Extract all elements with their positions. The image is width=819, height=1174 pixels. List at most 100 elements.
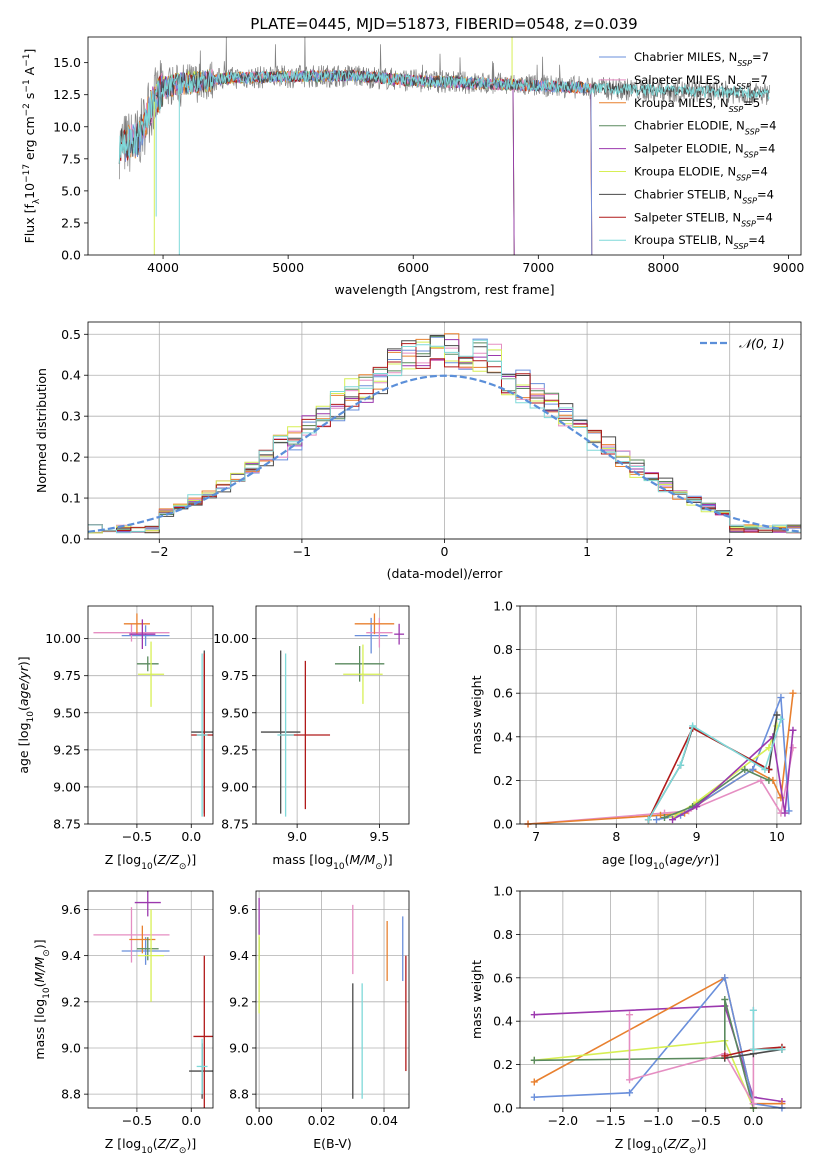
errorbar-point bbox=[134, 891, 161, 917]
y-tick-label: 0.4 bbox=[493, 729, 513, 744]
x-tick-label: 8 bbox=[612, 829, 620, 844]
label-part: A bbox=[22, 66, 37, 79]
errorbar-point bbox=[121, 937, 170, 965]
legend-n: 4 bbox=[765, 210, 772, 224]
mass_vs_ebv-axes: 0.00 0.02 0.04 8.8 9.0 9.2 9.4 9.6 bbox=[229, 891, 409, 1128]
age_vs_Z-frame bbox=[87, 605, 214, 825]
y-tick-label: 0.4 bbox=[61, 368, 81, 383]
y-axis-label: age [log10(age/yr)] bbox=[16, 656, 36, 773]
legend-sep: , N bbox=[718, 233, 734, 247]
y-tick-label: 0.0 bbox=[61, 248, 81, 263]
label-part: ( bbox=[663, 1136, 668, 1151]
weight-marker bbox=[693, 803, 701, 811]
legend-sub: SSP bbox=[744, 150, 759, 159]
mass_weight_vs_age-lines bbox=[524, 689, 797, 828]
x-tick-label: 8000 bbox=[647, 260, 679, 275]
weight-marker bbox=[657, 811, 664, 819]
errorbar-point bbox=[93, 907, 170, 963]
y-tick-label: 2.5 bbox=[61, 215, 81, 230]
age_vs_Z-points bbox=[93, 613, 213, 817]
y-tick-label: 0.4 bbox=[493, 1014, 513, 1029]
x-tick-label: 4000 bbox=[147, 260, 179, 275]
histograms bbox=[88, 333, 801, 534]
x-tick-label: 9.0 bbox=[287, 829, 307, 844]
label-part: ⊙ bbox=[689, 1146, 697, 1156]
weight-marker bbox=[761, 766, 769, 773]
errorbar-point bbox=[334, 646, 385, 682]
legend-n: 5 bbox=[753, 96, 760, 110]
y-tick-label: 1.0 bbox=[493, 599, 513, 614]
weight-marker bbox=[749, 1100, 757, 1108]
label-part: ( bbox=[16, 706, 31, 711]
weight-line bbox=[647, 726, 770, 820]
y-tick-label: 9.4 bbox=[229, 948, 249, 963]
label-part: ( bbox=[664, 852, 669, 867]
x-tick-label: 10 bbox=[769, 829, 785, 844]
x-tick-label: −1.5 bbox=[595, 1113, 625, 1128]
errorbar-point bbox=[354, 613, 395, 635]
errorbar-point bbox=[260, 650, 301, 814]
label-part: )] bbox=[32, 939, 47, 949]
x-tick-label: 2 bbox=[726, 544, 734, 559]
x-tick-label: 9 bbox=[693, 829, 701, 844]
x-axis-label: Z [log10(Z/Z⊙)] bbox=[105, 852, 196, 872]
y-tick-label: 8.75 bbox=[221, 817, 249, 832]
legend-n: 4 bbox=[769, 119, 776, 133]
weight-marker bbox=[781, 809, 789, 817]
weight-marker bbox=[778, 1045, 786, 1053]
label-part: ⊙ bbox=[179, 862, 187, 872]
weight-marker bbox=[721, 1052, 729, 1060]
y-tick-label: 0.2 bbox=[493, 1057, 513, 1072]
legend-eq: = bbox=[751, 165, 761, 179]
x-tick-label: 1 bbox=[583, 544, 591, 559]
errorbar-point bbox=[129, 619, 156, 650]
y-axis-label: mass weight bbox=[469, 960, 484, 1039]
weight-marker bbox=[773, 711, 781, 719]
normal-curve bbox=[88, 374, 801, 533]
label-part: ⊙ bbox=[42, 949, 52, 957]
y-tick-label: 0.2 bbox=[61, 450, 81, 465]
x-tick-label: −1 bbox=[293, 544, 311, 559]
label-part: s bbox=[22, 93, 37, 104]
label-part: 10 bbox=[653, 862, 665, 872]
age_vs_Z-axes: −0.5 0.0 8.75 9.00 9.25 9.50 9.75 10.00 bbox=[45, 606, 213, 844]
y-tick-label: 9.0 bbox=[61, 1040, 81, 1055]
label-part: M/M bbox=[32, 956, 47, 982]
legend-label: 𝒩(0, 1) bbox=[739, 336, 785, 351]
spectrum-title: PLATE=0445, MJD=51873, FIBERID=0548, z=0… bbox=[250, 15, 637, 33]
label-part: )] bbox=[16, 656, 31, 666]
mass_weight_vs_age-frame bbox=[519, 605, 802, 825]
legend-label: Chabrier ELODIE, NSSP=4 bbox=[634, 119, 776, 137]
legend-label: Kroupa MILES, NSSP=5 bbox=[634, 96, 760, 114]
y-tick-label: 0.6 bbox=[493, 686, 513, 701]
weight-marker bbox=[661, 813, 669, 821]
y-tick-label: 9.75 bbox=[53, 668, 81, 683]
legend-eq: = bbox=[758, 142, 768, 156]
y-tick-label: 0.0 bbox=[493, 817, 513, 832]
x-tick-label: 0.0 bbox=[181, 829, 201, 844]
label-part: Z/Z bbox=[667, 1136, 690, 1151]
legend-n: 4 bbox=[758, 233, 765, 247]
y-tick-label: 10.00 bbox=[45, 631, 81, 646]
x-axis-label: E(B-V) bbox=[313, 1136, 352, 1151]
weight-line bbox=[647, 714, 778, 821]
x-tick-label: −2.0 bbox=[548, 1113, 578, 1128]
weight-line bbox=[664, 768, 770, 819]
y-tick-label: 9.2 bbox=[229, 994, 249, 1009]
x-tick-label: 0.00 bbox=[245, 1113, 273, 1128]
y-tick-label: 8.8 bbox=[229, 1087, 249, 1102]
legend-n: 7 bbox=[762, 50, 769, 64]
weight-marker bbox=[530, 1093, 538, 1101]
label-part: Z [log bbox=[105, 852, 141, 867]
legend-n: 7 bbox=[760, 73, 767, 87]
label-part: 10 bbox=[26, 711, 36, 723]
age_vs_mass-frame bbox=[255, 605, 410, 825]
weight-marker bbox=[749, 766, 757, 773]
legend-label: Salpeter MILES, NSSP=7 bbox=[634, 73, 768, 91]
weight-marker bbox=[669, 816, 677, 824]
legend-sub: SSP bbox=[734, 242, 749, 251]
legend-model-name: Salpeter ELODIE bbox=[634, 142, 728, 156]
label-part: )] bbox=[383, 852, 393, 867]
legend-model-name: Chabrier ELODIE bbox=[634, 119, 729, 133]
